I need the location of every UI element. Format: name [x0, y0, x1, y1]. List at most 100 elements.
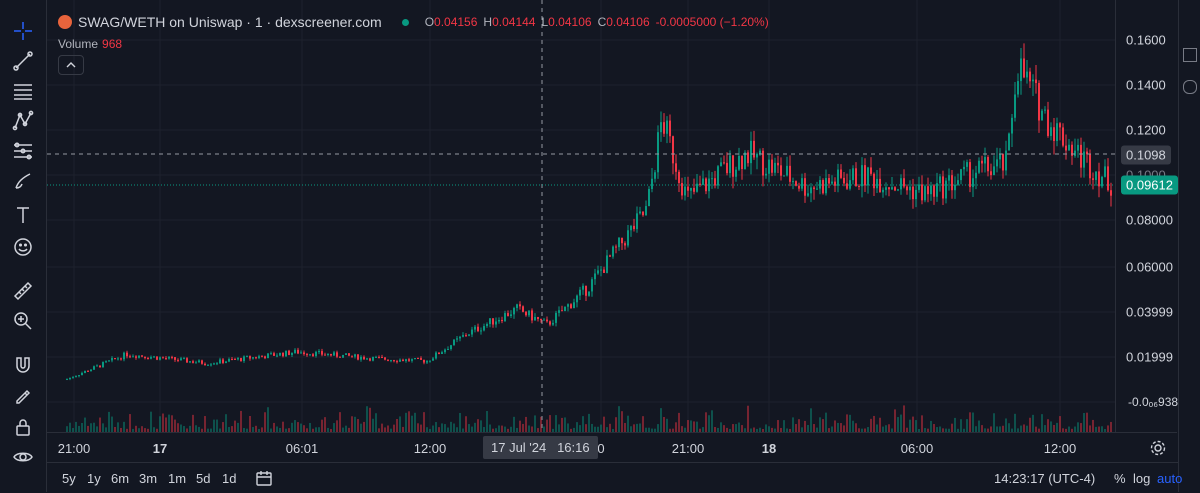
range-5y-button[interactable]: 5y: [62, 471, 76, 486]
volume-bar: [243, 428, 245, 432]
horizontal-lines-icon[interactable]: [8, 76, 38, 106]
lock-drawing-icon[interactable]: [8, 380, 38, 410]
candle-body: [309, 354, 311, 356]
volume-bar: [327, 427, 329, 432]
candle-body: [483, 326, 485, 331]
volume-bar: [534, 415, 536, 432]
volume-bar: [1032, 414, 1034, 432]
right-panel-icon[interactable]: [1183, 80, 1197, 94]
price-chart[interactable]: [47, 0, 1115, 432]
candle-body: [384, 357, 386, 360]
volume-bar: [990, 426, 992, 432]
volume-bar: [510, 426, 512, 432]
emoji-icon[interactable]: [8, 232, 38, 262]
auto-scale-button[interactable]: auto: [1157, 471, 1183, 486]
volume-bar: [516, 427, 518, 432]
candle-body: [480, 330, 482, 332]
candle-body: [444, 349, 446, 353]
volume-bar: [843, 425, 845, 432]
pattern-icon[interactable]: [8, 106, 38, 136]
volume-bar: [1023, 424, 1025, 432]
right-panel-icon[interactable]: [1183, 48, 1197, 62]
trendline-icon[interactable]: [8, 46, 38, 76]
candle-body: [1011, 117, 1013, 134]
candle-body: [510, 314, 512, 316]
market-status-dot: [401, 18, 409, 26]
candle-body: [867, 167, 869, 186]
right-panel: [1178, 0, 1200, 492]
candle-body: [762, 150, 764, 176]
volume-bar: [1044, 425, 1046, 432]
candle-body: [390, 360, 392, 362]
candle-body: [747, 152, 749, 164]
date-range-button[interactable]: [255, 469, 273, 492]
range-1m-button[interactable]: 1m: [168, 471, 187, 486]
range-1y-button[interactable]: 1y: [87, 471, 101, 486]
volume-bar: [1038, 428, 1040, 432]
candle-body: [879, 178, 881, 193]
chart-area[interactable]: [47, 0, 1115, 432]
candle-body: [915, 189, 917, 200]
volume-bar: [294, 420, 296, 432]
time-axis[interactable]: 21:00 17 06:01 12:00 0 21:00 18 06:00 12…: [47, 432, 1177, 463]
candle-body: [948, 175, 950, 181]
range-1d-button[interactable]: 1d: [222, 471, 237, 486]
candle-body: [861, 165, 863, 187]
lock-icon[interactable]: [8, 412, 38, 442]
volume-bar: [867, 427, 869, 432]
candle-body: [1062, 127, 1064, 146]
volume-bar: [423, 412, 425, 432]
eye-icon[interactable]: [8, 442, 38, 472]
zoom-icon[interactable]: [8, 306, 38, 336]
volume-bar: [258, 428, 260, 432]
candle-body: [720, 162, 722, 167]
price-axis[interactable]: 0.1600 0.1400 0.1200 0.1000 0.08000 0.06…: [1115, 0, 1178, 432]
brush-icon[interactable]: [8, 166, 38, 196]
candle-body: [255, 357, 257, 359]
candle-body: [186, 358, 188, 363]
volume-bar: [405, 412, 407, 432]
volume-bar: [1008, 423, 1010, 432]
log-scale-button[interactable]: log: [1133, 471, 1151, 486]
volume-bar: [309, 422, 311, 432]
candle-body: [291, 353, 293, 355]
volume-bar: [1104, 428, 1106, 432]
candle-body: [1047, 109, 1049, 136]
volume-bar: [447, 427, 449, 432]
candle-body: [549, 321, 551, 325]
range-6m-button[interactable]: 6m: [111, 471, 130, 486]
range-3m-button[interactable]: 3m: [139, 471, 158, 486]
candle-body: [333, 352, 335, 356]
crosshair-icon[interactable]: [8, 16, 38, 46]
volume-bar: [408, 411, 410, 432]
fib-icon[interactable]: [8, 136, 38, 166]
ruler-icon[interactable]: [8, 276, 38, 306]
volume-bar: [228, 426, 230, 432]
collapse-legend-button[interactable]: [58, 55, 84, 75]
volume-bar: [942, 428, 944, 432]
volume-bar: [495, 428, 497, 432]
volume-bar: [156, 428, 158, 432]
clock-display[interactable]: 14:23:17 (UTC-4): [994, 471, 1096, 486]
volume-bar: [840, 423, 842, 432]
magnet-icon[interactable]: [8, 350, 38, 380]
volume-bar: [918, 428, 920, 432]
chart-settings-button[interactable]: [1149, 439, 1167, 462]
candle-body: [723, 162, 725, 164]
candle-body: [426, 361, 428, 363]
range-5d-button[interactable]: 5d: [196, 471, 211, 486]
candle-body: [459, 336, 461, 339]
volume-bar: [891, 428, 893, 432]
text-icon[interactable]: [8, 200, 38, 230]
volume-bar: [546, 419, 548, 432]
candle-body: [273, 353, 275, 356]
volume-bar: [1068, 426, 1070, 432]
volume-bar: [132, 428, 134, 432]
candle-body: [783, 175, 785, 177]
candle-body: [882, 189, 884, 193]
symbol-title[interactable]: SWAG/WETH on Uniswap · 1 · dexscreener.c…: [78, 14, 382, 30]
candle-body: [225, 361, 227, 363]
percent-scale-button[interactable]: %: [1114, 471, 1126, 486]
volume-bar: [558, 424, 560, 432]
candle-body: [951, 175, 953, 191]
